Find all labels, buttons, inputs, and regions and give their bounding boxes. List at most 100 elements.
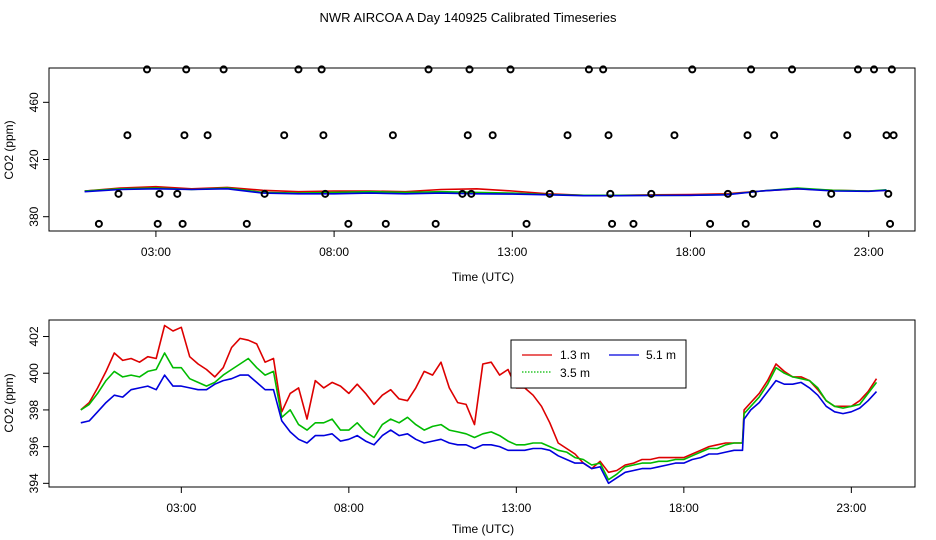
top-calibration-point <box>629 219 638 228</box>
top-calibration-point <box>319 131 328 140</box>
top-calibration-point <box>606 189 615 198</box>
top-y-axis-label: CO2 (ppm) <box>2 120 16 179</box>
top-calibration-point <box>812 219 821 228</box>
top-calibration-point <box>219 65 228 74</box>
bottom-series-5-1-m-line <box>80 374 878 485</box>
top-calibration-point <box>280 131 289 140</box>
top-calibration-point <box>706 219 715 228</box>
top-calibration-point <box>463 131 472 140</box>
top-x-axis: 03:00 08:00 13:00 18:00 23:00 <box>141 231 884 259</box>
top-plot-area <box>84 65 898 228</box>
top-calibration-point <box>242 219 251 228</box>
top-calibration-point <box>381 219 390 228</box>
top-calibration-point <box>506 65 515 74</box>
top-plot-frame <box>48 67 916 232</box>
top-x-tick-label: 23:00 <box>854 245 884 259</box>
bottom-y-axis-label: CO2 (ppm) <box>2 373 16 432</box>
bottom-y-tick-label: 394 <box>27 473 41 493</box>
top-calibration-point <box>465 65 474 74</box>
top-calibration-point <box>321 189 330 198</box>
top-calibration-point <box>604 131 613 140</box>
top-calibration-point <box>388 131 397 140</box>
top-calibration-point <box>94 219 103 228</box>
top-x-tick-label: 18:00 <box>675 245 705 259</box>
top-x-tick-label: 13:00 <box>497 245 527 259</box>
top-calibration-point <box>458 189 467 198</box>
top-calibration-point <box>748 189 757 198</box>
top-calibration-point <box>424 65 433 74</box>
top-series-5-1-m-line <box>84 188 887 197</box>
top-calibration-point <box>153 219 162 228</box>
bottom-x-tick-label: 13:00 <box>501 501 531 515</box>
top-x-tick-label: 08:00 <box>319 245 349 259</box>
bottom-y-tick-label: 398 <box>27 400 41 420</box>
top-calibration-point <box>143 65 152 74</box>
top-calibration-point <box>114 189 123 198</box>
bottom-y-axis: 394 396 398 400 402 <box>27 326 49 493</box>
bottom-y-tick-label: 396 <box>27 436 41 456</box>
top-calibration-point <box>889 131 898 140</box>
bottom-x-axis-label: Time (UTC) <box>452 522 514 536</box>
top-panel: 03:00 08:00 13:00 18:00 23:00 380 420 460 Time… <box>2 65 916 284</box>
top-calibration-point <box>173 189 182 198</box>
bottom-series-3-5-m-line <box>80 352 878 481</box>
top-calibration-point <box>545 189 554 198</box>
top-calibration-point <box>522 219 531 228</box>
top-calibration-point <box>155 189 164 198</box>
top-y-tick-label: 460 <box>27 92 41 112</box>
top-calibration-point <box>853 65 862 74</box>
bottom-x-tick-label: 23:00 <box>836 501 866 515</box>
bottom-x-tick-label: 18:00 <box>669 501 699 515</box>
top-calibration-point <box>488 131 497 140</box>
top-calibration-point <box>260 189 269 198</box>
legend-label-5-1m: 5.1 m <box>646 348 676 362</box>
top-calibration-point <box>843 131 852 140</box>
bottom-x-tick-label: 03:00 <box>166 501 196 515</box>
bottom-plot-frame <box>48 319 916 488</box>
top-calibration-point <box>599 65 608 74</box>
legend-label-3-5m: 3.5 m <box>560 366 590 380</box>
bottom-y-tick-label: 402 <box>27 326 41 346</box>
top-calibration-point <box>467 189 476 198</box>
top-calibration-point <box>203 131 212 140</box>
top-calibration-point <box>182 65 191 74</box>
top-calibration-point <box>884 189 893 198</box>
bottom-plot-area <box>80 324 878 485</box>
top-calibration-point <box>608 219 617 228</box>
top-x-tick-label: 03:00 <box>141 245 171 259</box>
top-calibration-point <box>887 65 896 74</box>
top-calibration-point <box>344 219 353 228</box>
top-y-tick-label: 380 <box>27 206 41 226</box>
legend-label-1-3m: 1.3 m <box>560 348 590 362</box>
top-calibration-point <box>743 131 752 140</box>
top-calibration-point <box>770 131 779 140</box>
top-calibration-point <box>741 219 750 228</box>
top-calibration-point <box>317 65 326 74</box>
top-calibration-point <box>123 131 132 140</box>
top-calibration-point <box>563 131 572 140</box>
top-calibration-point <box>180 131 189 140</box>
top-calibration-point <box>647 189 656 198</box>
top-calibration-point <box>882 131 891 140</box>
top-calibration-point <box>294 65 303 74</box>
top-calibration-point <box>723 189 732 198</box>
top-calibration-point <box>584 65 593 74</box>
legend-box <box>510 339 687 389</box>
bottom-panel: 03:00 08:00 13:00 18:00 23:00 394 396 398 400 40… <box>2 319 916 536</box>
chart-title: NWR AIRCOA A Day 140925 Calibrated Times… <box>320 10 617 25</box>
top-calibration-point <box>747 65 756 74</box>
top-calibration-point <box>178 219 187 228</box>
bottom-x-tick-label: 08:00 <box>334 501 364 515</box>
bottom-x-axis: 03:00 08:00 13:00 18:00 23:00 <box>166 487 867 515</box>
bottom-y-tick-label: 400 <box>27 363 41 383</box>
top-calibration-point <box>431 219 440 228</box>
top-calibration-point <box>688 65 697 74</box>
top-calibration-point <box>886 219 895 228</box>
top-y-tick-label: 420 <box>27 149 41 169</box>
legend: 1.3 m 3.5 m 5.1 m <box>510 339 687 389</box>
top-y-axis: 380 420 460 <box>27 92 49 227</box>
top-calibration-point <box>827 189 836 198</box>
top-calibration-point <box>870 65 879 74</box>
top-calibration-point <box>670 131 679 140</box>
